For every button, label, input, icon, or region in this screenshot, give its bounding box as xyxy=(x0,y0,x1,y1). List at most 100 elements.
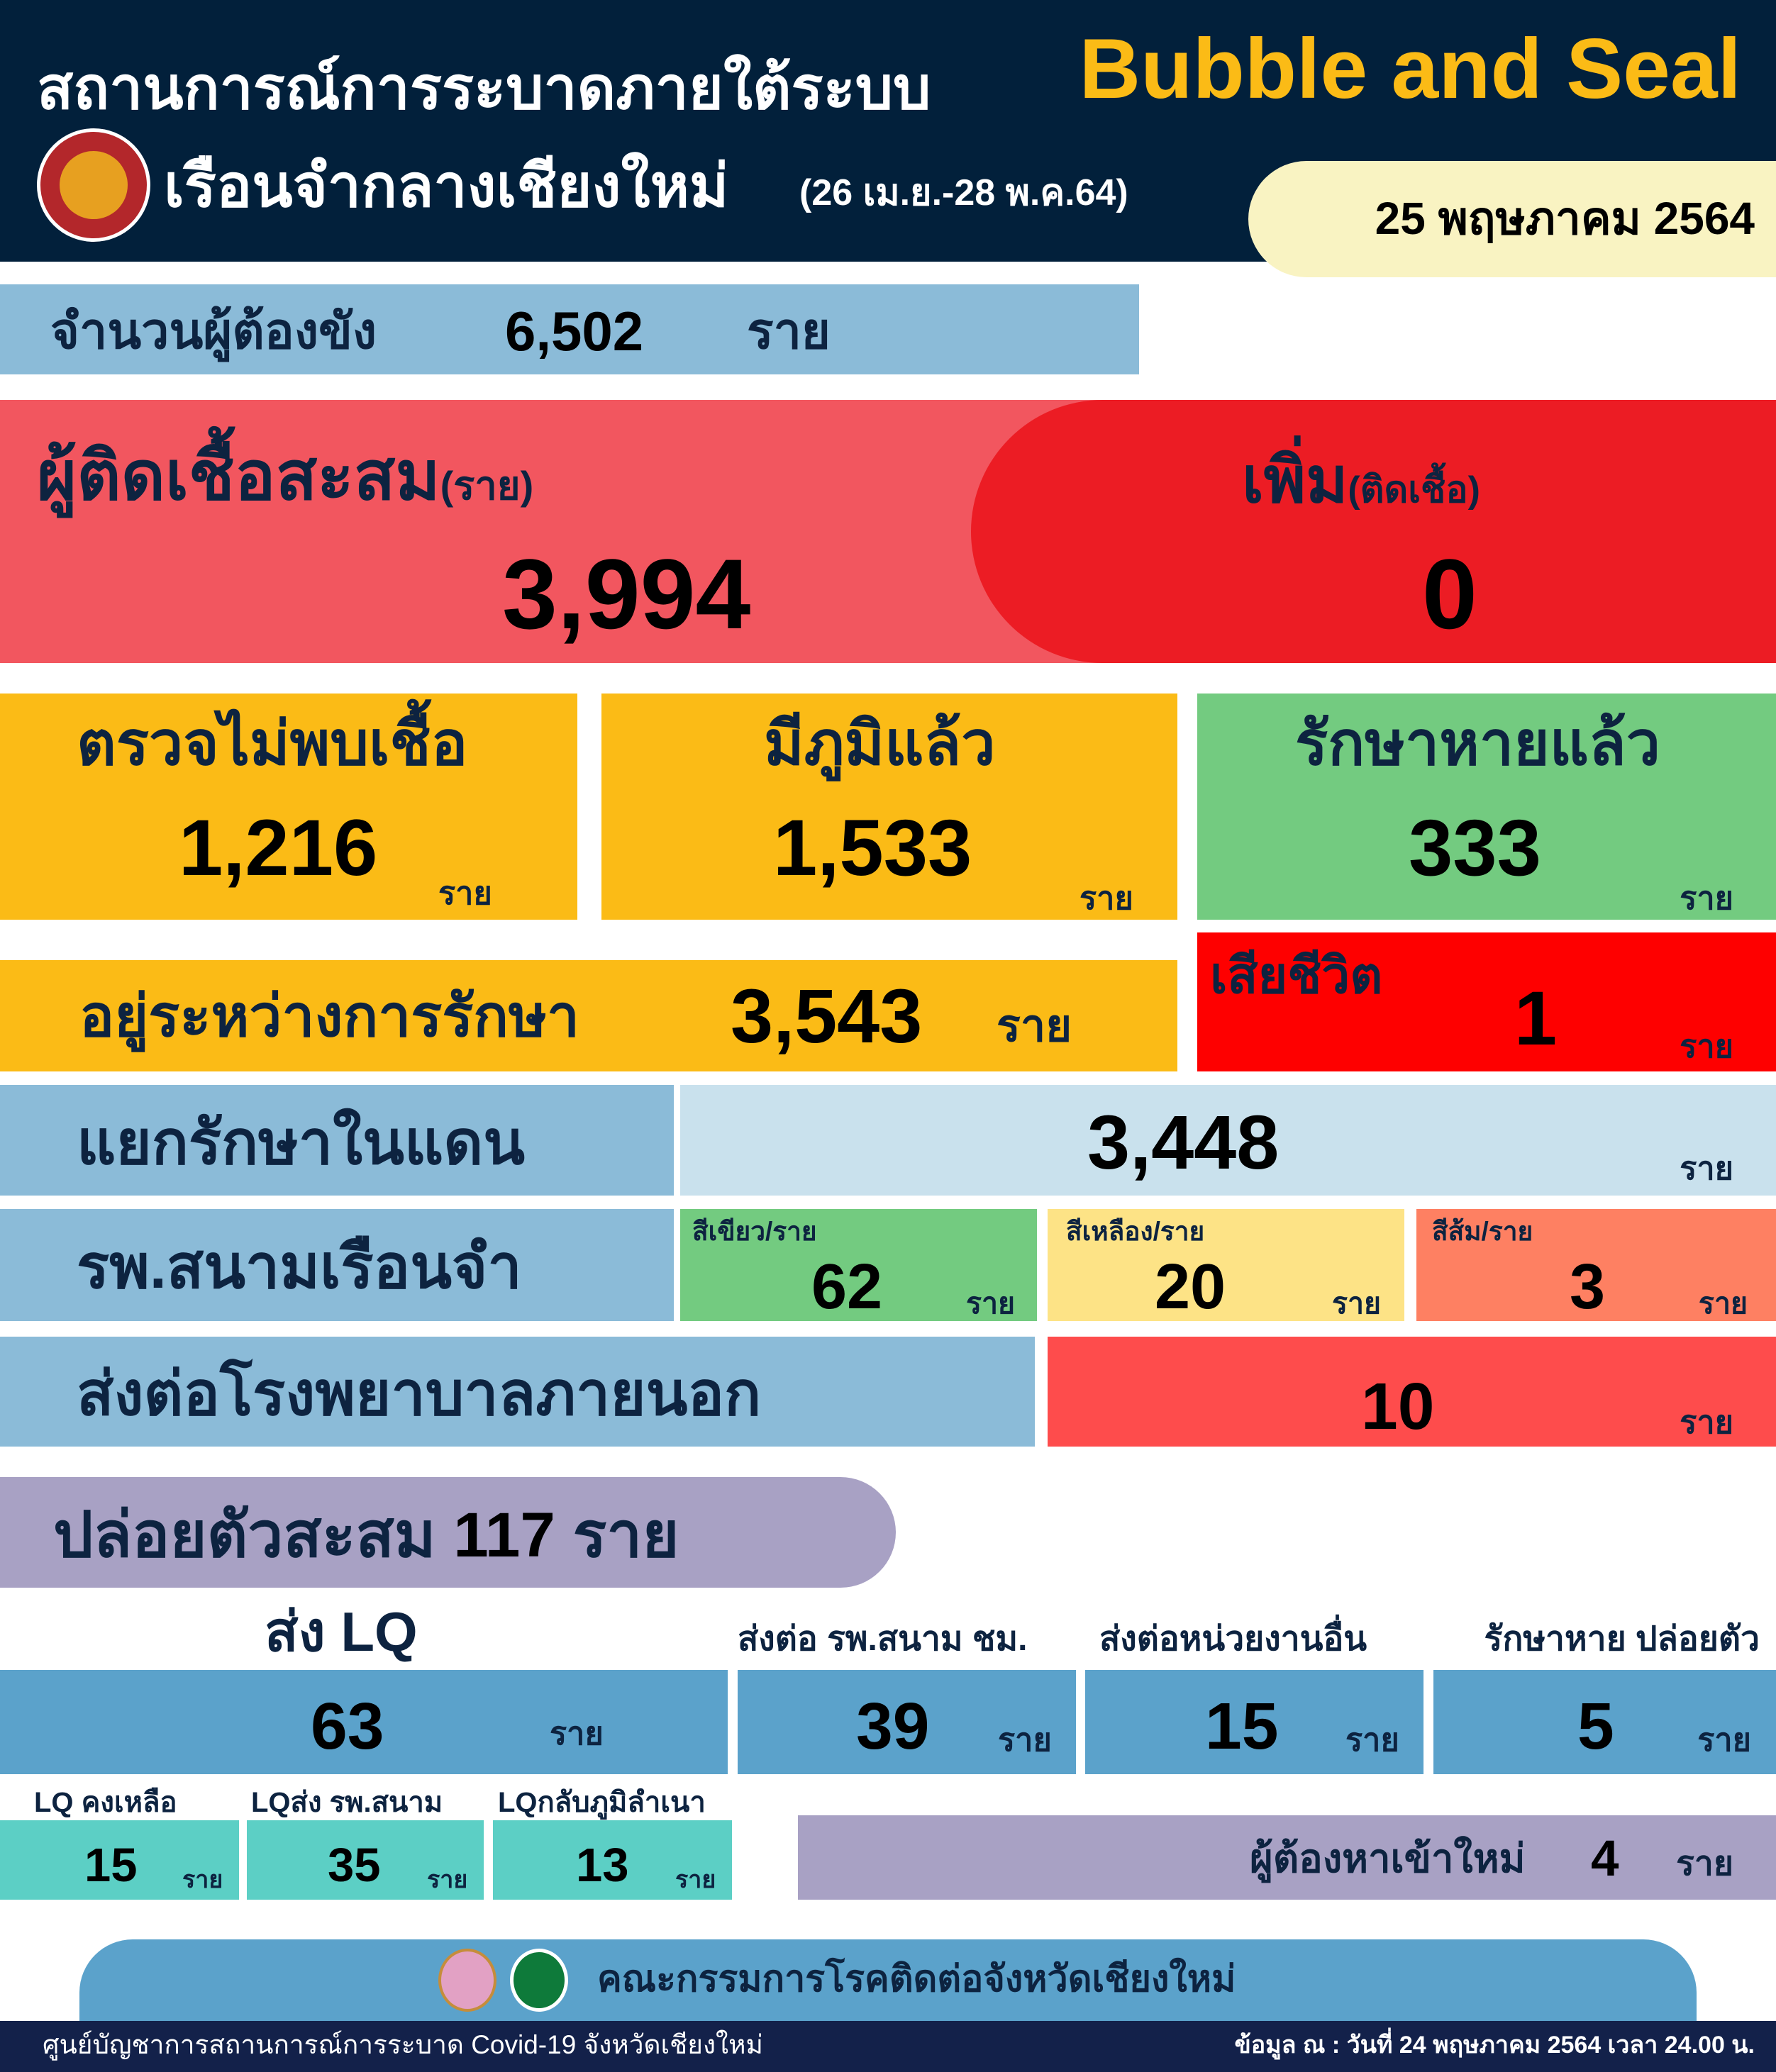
committee-name: คณะกรรมการโรคติดต่อจังหวัดเชียงใหม่ xyxy=(597,1959,1236,2000)
field-green-box xyxy=(680,1209,1037,1321)
released-text: ปล่อยตัวสะสม 117 ราย xyxy=(53,1499,679,1570)
field-hospital-label: รพ.สนามเรือนจำ xyxy=(77,1233,522,1301)
stat-value: 333 xyxy=(1409,803,1541,892)
new-suspects-label: ผู้ต้องหาเข้าใหม่ xyxy=(1250,1836,1526,1881)
inmates-value: 6,502 xyxy=(505,300,644,362)
release-recovered-box xyxy=(1433,1670,1776,1774)
field-orange-box xyxy=(1416,1209,1776,1321)
footer-center: ศูนย์บัญชาการสถานการณ์การระบาด Covid-19 … xyxy=(43,2030,763,2059)
lq-unit: ราย xyxy=(182,1866,223,1893)
lq-home-box xyxy=(493,1820,732,1900)
lq-value: 35 xyxy=(328,1839,381,1892)
field-orange-label: สีส้ม/ราย xyxy=(1432,1217,1533,1246)
treating-band xyxy=(0,960,1177,1071)
lq-unit: ราย xyxy=(427,1866,468,1893)
date-badge xyxy=(1248,161,1776,277)
referral-unit: ราย xyxy=(1680,1404,1733,1440)
release-unit: ราย xyxy=(1697,1722,1751,1758)
committee-banner xyxy=(79,1939,1697,2032)
field-green-value: 62 xyxy=(811,1252,883,1322)
new-value: 0 xyxy=(1422,538,1477,650)
isolation-value-box xyxy=(680,1085,1776,1196)
isolation-unit: ราย xyxy=(1680,1150,1733,1186)
isolation-label-box xyxy=(0,1085,674,1196)
treating-value: 3,543 xyxy=(731,973,923,1059)
lq-home-label: LQกลับภูมิลำเนา xyxy=(498,1787,706,1818)
referral-label: ส่งต่อโรงพยาบาลภายนอก xyxy=(77,1360,762,1428)
release-lq-label: ส่ง LQ xyxy=(265,1600,418,1663)
field-green-unit: ราย xyxy=(966,1287,1016,1320)
field-yellow-unit: ราย xyxy=(1332,1287,1382,1320)
department-of-corrections-logo xyxy=(37,128,150,242)
deaths-value: 1 xyxy=(1514,975,1558,1061)
stat-value: 1,216 xyxy=(179,803,378,892)
stat-label: มีภูมิแล้ว xyxy=(764,710,996,778)
release-value: 15 xyxy=(1205,1689,1279,1763)
release-value: 5 xyxy=(1577,1689,1614,1763)
deaths-box xyxy=(1197,932,1776,1071)
released-pill xyxy=(0,1477,896,1588)
release-value: 39 xyxy=(856,1689,930,1763)
date: 25 พฤษภาคม 2564 xyxy=(1375,193,1755,244)
stat-box-negative xyxy=(0,694,577,920)
stat-label: รักษาหายแล้ว xyxy=(1295,710,1661,778)
cumulative-value: 3,994 xyxy=(502,538,751,650)
lq-remaining-label: LQ คงเหลือ xyxy=(34,1787,177,1818)
lq-remaining-box xyxy=(0,1820,239,1900)
stat-box-recovered xyxy=(1197,694,1776,920)
field-hospital-label-box xyxy=(0,1209,674,1321)
release-value: 63 xyxy=(311,1689,384,1763)
provincial-seal-icon xyxy=(438,1949,496,2012)
field-yellow-box xyxy=(1048,1209,1404,1321)
referral-value-box xyxy=(1048,1337,1776,1447)
field-orange-value: 3 xyxy=(1570,1252,1606,1322)
release-unit: ราย xyxy=(1345,1722,1399,1758)
lq-value: 15 xyxy=(84,1839,138,1892)
subtitle: เรือนจำกลางเชียงใหม่ xyxy=(164,152,729,219)
release-field-box xyxy=(738,1670,1076,1774)
stat-label: ตรวจไม่พบเชื้อ xyxy=(77,710,468,778)
cumulative-label: ผู้ติดเชื้อสะสม(ราย) xyxy=(37,438,534,514)
treating-unit: ราย xyxy=(997,1001,1072,1051)
release-recovered-label: รักษาหาย ปล่อยตัว xyxy=(1484,1620,1760,1658)
release-unit: ราย xyxy=(998,1722,1052,1758)
field-yellow-label: สีเหลือง/ราย xyxy=(1066,1217,1205,1246)
release-field-label: ส่งต่อ รพ.สนาม ชม. xyxy=(738,1620,1028,1658)
stat-unit: ราย xyxy=(1680,880,1733,916)
stat-value: 1,533 xyxy=(773,803,972,892)
new-suspects-box xyxy=(798,1815,1776,1900)
title-th: สถานการณ์การระบาดภายใต้ระบบ xyxy=(37,55,931,121)
field-green-label: สีเขียว/ราย xyxy=(692,1217,817,1246)
footer-bar xyxy=(0,2021,1776,2072)
lq-field-label: LQส่ง รพ.สนาม xyxy=(251,1787,443,1818)
field-yellow-value: 20 xyxy=(1155,1252,1226,1322)
deaths-label: เสียชีวิต xyxy=(1210,948,1383,1004)
release-unit: ราย xyxy=(550,1715,604,1751)
isolation-label: แยกรักษาในแดน xyxy=(77,1109,525,1177)
deaths-unit: ราย xyxy=(1680,1028,1733,1064)
lq-field-box xyxy=(247,1820,484,1900)
stat-box-immune xyxy=(601,694,1177,920)
inmates-band xyxy=(0,284,1139,374)
lq-value: 13 xyxy=(576,1839,629,1892)
release-lq-box xyxy=(0,1670,728,1774)
release-other-label: ส่งต่อหน่วยงานอื่น xyxy=(1099,1620,1367,1658)
inmates-label: จำนวนผู้ต้องขัง xyxy=(50,303,377,359)
field-orange-unit: ราย xyxy=(1698,1287,1748,1320)
referral-label-box xyxy=(0,1337,1035,1447)
treating-label: อยู่ระหว่างการรักษา xyxy=(79,984,580,1049)
footer-data-as-of: ข้อมูล ณ : วันที่ 24 พฤษภาคม 2564 เวลา 2… xyxy=(1234,2032,1755,2059)
referral-value: 10 xyxy=(1361,1369,1435,1443)
new-suspects-value: 4 xyxy=(1591,1831,1619,1887)
new-panel xyxy=(971,400,1776,663)
stat-unit: ราย xyxy=(438,875,492,911)
release-other-box xyxy=(1085,1670,1423,1774)
new-label: เพิ่ม(ติดเชื้อ) xyxy=(1242,445,1480,516)
inmates-unit: ราย xyxy=(747,303,831,359)
period: (26 เม.ย.-28 พ.ค.64) xyxy=(799,172,1128,213)
title-en: Bubble and Seal xyxy=(1079,21,1741,116)
isolation-value: 3,448 xyxy=(1087,1099,1280,1185)
new-suspects-unit: ราย xyxy=(1676,1845,1733,1883)
ministry-of-public-health-icon xyxy=(510,1949,568,2012)
stat-unit: ราย xyxy=(1080,880,1133,916)
